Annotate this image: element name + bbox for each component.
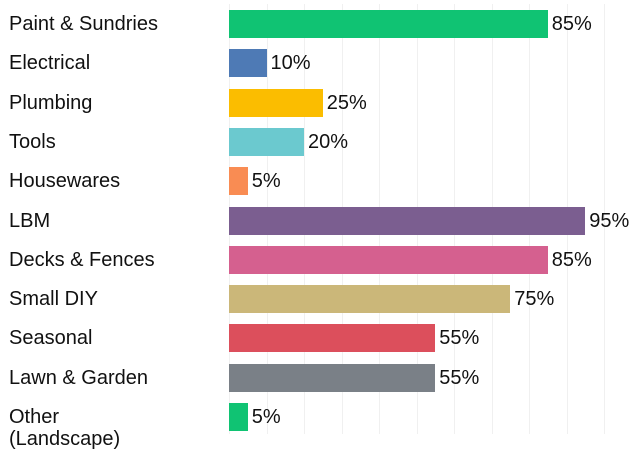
bar bbox=[229, 88, 323, 117]
category-label: Small DIY bbox=[9, 288, 98, 311]
bar bbox=[229, 10, 548, 38]
value-label: 85% bbox=[551, 13, 592, 35]
category-label: LBM bbox=[9, 209, 51, 232]
value-label: 55% bbox=[439, 327, 480, 350]
value-label: 10% bbox=[270, 52, 311, 75]
bar bbox=[229, 324, 436, 353]
category-label: Plumbing bbox=[9, 91, 93, 114]
category-label: Seasonal bbox=[9, 327, 93, 350]
value-label: 20% bbox=[308, 130, 349, 153]
value-label: 95% bbox=[589, 209, 630, 232]
category-label: Electrical bbox=[9, 52, 91, 75]
value-label: 5% bbox=[251, 170, 281, 193]
bar bbox=[229, 49, 267, 78]
bar bbox=[229, 127, 304, 156]
category-label: Decks & Fences bbox=[9, 248, 155, 271]
grid-line bbox=[604, 4, 605, 434]
category-label: Housewares bbox=[9, 170, 121, 193]
bar bbox=[229, 363, 436, 392]
value-label: 85% bbox=[551, 248, 592, 271]
value-label: 25% bbox=[326, 91, 367, 114]
category-label: Lawn & Garden bbox=[9, 366, 148, 389]
value-label: 5% bbox=[251, 406, 281, 428]
category-label: Paint & Sundries bbox=[9, 13, 158, 35]
value-label: 55% bbox=[439, 366, 480, 389]
bar bbox=[229, 285, 511, 314]
category-label: Other (Landscape) bbox=[9, 406, 121, 450]
value-label: 75% bbox=[514, 288, 555, 311]
bar bbox=[229, 206, 586, 235]
bar bbox=[229, 167, 248, 196]
bar bbox=[229, 403, 248, 431]
bar bbox=[229, 245, 548, 274]
category-label: Tools bbox=[9, 130, 56, 153]
